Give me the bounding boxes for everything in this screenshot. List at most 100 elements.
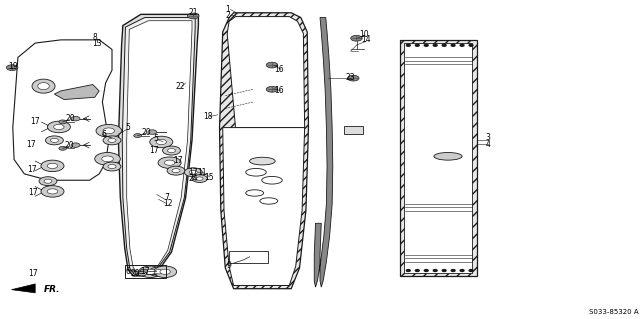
Circle shape — [51, 138, 58, 142]
Polygon shape — [13, 40, 112, 180]
Circle shape — [95, 152, 120, 165]
Circle shape — [348, 75, 359, 81]
Circle shape — [451, 44, 455, 46]
Circle shape — [54, 124, 64, 130]
Circle shape — [163, 146, 180, 155]
Circle shape — [96, 124, 122, 137]
Polygon shape — [127, 21, 192, 272]
Circle shape — [172, 169, 180, 173]
Circle shape — [47, 189, 58, 194]
Polygon shape — [314, 18, 333, 287]
Circle shape — [103, 128, 115, 134]
Text: 18: 18 — [204, 112, 212, 121]
Circle shape — [103, 162, 121, 171]
Circle shape — [442, 44, 446, 46]
Circle shape — [108, 138, 116, 142]
Circle shape — [415, 44, 419, 46]
Circle shape — [71, 143, 80, 147]
Text: 11: 11 — [197, 168, 206, 177]
Text: 17: 17 — [26, 140, 36, 149]
Circle shape — [266, 62, 278, 68]
Circle shape — [47, 121, 70, 133]
Ellipse shape — [246, 190, 264, 196]
Text: 17: 17 — [28, 269, 38, 278]
Ellipse shape — [260, 198, 278, 204]
Circle shape — [59, 120, 67, 124]
Circle shape — [164, 160, 175, 165]
Text: 7: 7 — [164, 193, 169, 202]
Ellipse shape — [250, 157, 275, 165]
Circle shape — [45, 136, 63, 145]
Text: 17: 17 — [140, 267, 150, 276]
Polygon shape — [54, 85, 99, 100]
Circle shape — [433, 44, 437, 46]
Circle shape — [134, 134, 141, 137]
Circle shape — [433, 270, 437, 271]
Circle shape — [415, 270, 419, 271]
Circle shape — [469, 270, 473, 271]
Polygon shape — [227, 17, 305, 128]
Polygon shape — [122, 18, 195, 274]
Circle shape — [145, 269, 156, 274]
Bar — [229, 251, 268, 263]
Circle shape — [406, 44, 410, 46]
Text: 13: 13 — [92, 39, 102, 48]
Text: 20: 20 — [65, 114, 76, 123]
Text: 23: 23 — [346, 73, 356, 82]
Circle shape — [102, 156, 113, 162]
Circle shape — [196, 177, 203, 180]
Text: 22: 22 — [176, 82, 185, 91]
Polygon shape — [223, 128, 305, 286]
Text: 12: 12 — [163, 199, 172, 208]
Circle shape — [189, 170, 197, 174]
Circle shape — [442, 270, 446, 271]
Text: 4: 4 — [485, 140, 490, 149]
Text: 20: 20 — [141, 128, 151, 137]
Circle shape — [59, 146, 67, 150]
Circle shape — [469, 44, 473, 46]
Circle shape — [154, 266, 177, 278]
Circle shape — [138, 271, 147, 276]
Text: 5: 5 — [125, 123, 130, 132]
Ellipse shape — [434, 152, 462, 160]
Text: 17: 17 — [188, 168, 198, 177]
Circle shape — [424, 270, 428, 271]
Circle shape — [103, 136, 121, 145]
Ellipse shape — [246, 168, 266, 176]
Circle shape — [406, 270, 410, 271]
Circle shape — [47, 163, 58, 168]
Text: 2: 2 — [225, 11, 230, 20]
Text: 17: 17 — [173, 156, 183, 165]
Circle shape — [154, 270, 163, 274]
Circle shape — [41, 160, 64, 172]
Text: 17: 17 — [28, 189, 38, 197]
Text: 6: 6 — [101, 130, 106, 139]
Circle shape — [460, 44, 464, 46]
Text: 15: 15 — [204, 173, 214, 182]
Polygon shape — [220, 13, 308, 289]
Circle shape — [160, 269, 170, 274]
Polygon shape — [400, 40, 477, 276]
Circle shape — [41, 186, 64, 197]
Circle shape — [108, 165, 116, 168]
Circle shape — [266, 86, 278, 92]
Text: 19: 19 — [8, 63, 18, 71]
Circle shape — [168, 149, 175, 152]
Bar — [344, 126, 363, 134]
Text: 3: 3 — [485, 133, 490, 142]
Text: 10: 10 — [358, 30, 369, 39]
Circle shape — [6, 65, 18, 70]
Circle shape — [150, 136, 173, 148]
Circle shape — [158, 157, 181, 168]
Circle shape — [184, 168, 202, 177]
Circle shape — [188, 13, 199, 19]
Circle shape — [71, 116, 80, 121]
Text: 16: 16 — [274, 86, 284, 95]
Text: 24: 24 — [188, 174, 198, 182]
Circle shape — [192, 175, 207, 182]
Text: S033-85320 A: S033-85320 A — [589, 309, 639, 315]
Text: 8: 8 — [92, 33, 97, 42]
Polygon shape — [12, 284, 35, 293]
Text: 1: 1 — [225, 5, 230, 14]
Text: 17: 17 — [148, 146, 159, 155]
